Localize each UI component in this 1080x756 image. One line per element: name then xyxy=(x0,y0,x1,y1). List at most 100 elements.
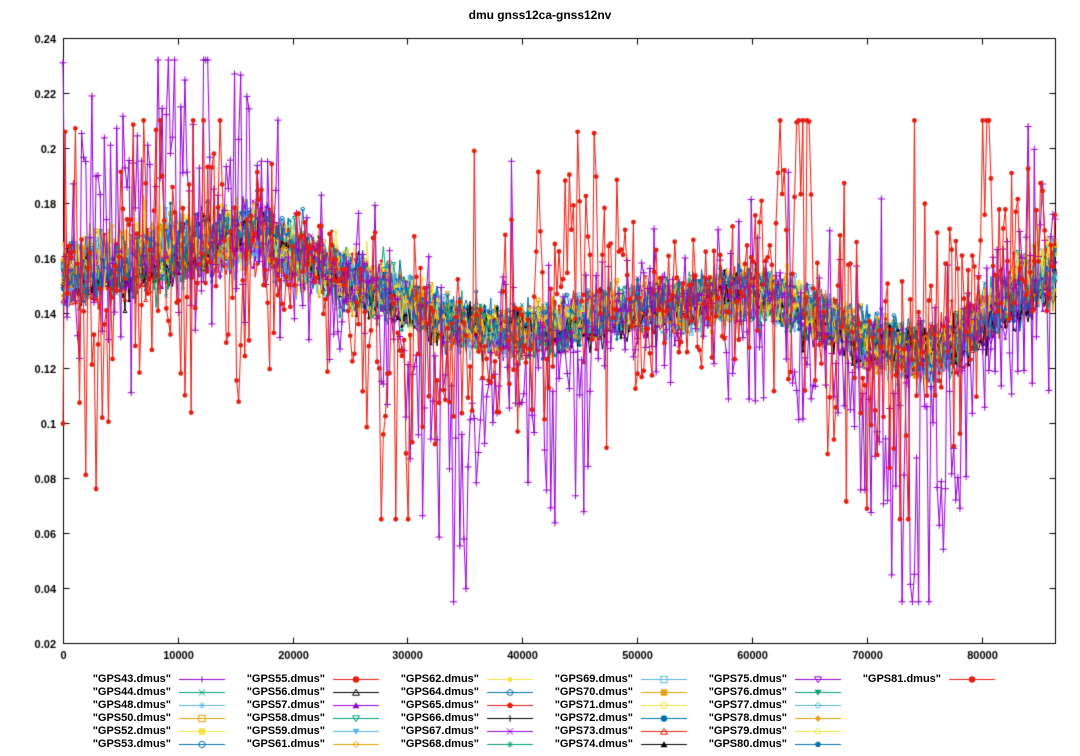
legend-label: "GPS48.dmus" xyxy=(92,698,171,711)
legend-label: "GPS79.dmus" xyxy=(708,724,787,737)
legend-column: "GPS69.dmus" "GPS70.dmus" "GPS71.dmus" "GPS… xyxy=(545,672,689,750)
legend-item-gps57: "GPS57.dmus" xyxy=(237,698,381,711)
legend-item-gps52: "GPS52.dmus" xyxy=(83,724,227,737)
pentagon-filled-marker-icon xyxy=(485,698,535,711)
legend-label: "GPS52.dmus" xyxy=(92,724,171,737)
legend-item-gps53: "GPS53.dmus" xyxy=(83,737,227,750)
circle-filled-marker-icon xyxy=(947,672,997,685)
legend-column: "GPS62.dmus" "GPS64.dmus" "GPS65.dmus" "GPS… xyxy=(391,672,535,750)
legend-item-gps78: "GPS78.dmus" xyxy=(699,711,843,724)
legend-item-gps58: "GPS58.dmus" xyxy=(237,711,381,724)
diamond-open-marker-icon xyxy=(793,698,843,711)
legend-item-gps48: "GPS48.dmus" xyxy=(83,698,227,711)
legend-item-gps73: "GPS73.dmus" xyxy=(545,724,689,737)
chart-title: dmu gnss12ca-gnss12nv xyxy=(468,8,612,22)
legend-label: "GPS57.dmus" xyxy=(246,698,325,711)
legend-item-gps72: "GPS72.dmus" xyxy=(545,711,689,724)
cross-marker-icon xyxy=(177,685,227,698)
legend-item-gps55: "GPS55.dmus" xyxy=(237,672,381,685)
legend-item-gps80: "GPS80.dmus" xyxy=(699,737,843,750)
square-filled-marker-icon xyxy=(639,685,689,698)
circle-filled-marker-icon xyxy=(331,672,381,685)
plus-marker-icon xyxy=(177,672,227,685)
legend-item-gps50: "GPS50.dmus" xyxy=(83,711,227,724)
legend-label: "GPS56.dmus" xyxy=(246,685,325,698)
legend-label: "GPS55.dmus" xyxy=(246,672,325,685)
legend-item-gps66: "GPS66.dmus" xyxy=(391,711,535,724)
legend-column: "GPS55.dmus" "GPS56.dmus" "GPS57.dmus" "GPS… xyxy=(237,672,381,750)
asterisk-marker-icon xyxy=(177,698,227,711)
square-open-marker-icon xyxy=(177,711,227,724)
legend-label: "GPS68.dmus" xyxy=(400,737,479,750)
circle-open-marker-icon xyxy=(177,737,227,750)
invtriangle-open-marker-icon xyxy=(331,711,381,724)
legend-item-gps61: "GPS61.dmus" xyxy=(237,737,381,750)
legend-column: "GPS81.dmus" xyxy=(853,672,997,685)
legend-item-gps43: "GPS43.dmus" xyxy=(83,672,227,685)
triangle-open-marker-icon xyxy=(331,685,381,698)
invtriangle-filled-marker-icon xyxy=(331,724,381,737)
legend-item-gps44: "GPS44.dmus" xyxy=(83,685,227,698)
legend-label: "GPS66.dmus" xyxy=(400,711,479,724)
legend-label: "GPS73.dmus" xyxy=(554,724,633,737)
triangle-open-marker-icon xyxy=(639,724,689,737)
legend-item-gps68: "GPS68.dmus" xyxy=(391,737,535,750)
legend-item-gps77: "GPS77.dmus" xyxy=(699,698,843,711)
asterisk-marker-icon xyxy=(485,737,535,750)
legend-label: "GPS80.dmus" xyxy=(708,737,787,750)
legend-column: "GPS75.dmus" "GPS76.dmus" "GPS77.dmus" "GPS… xyxy=(699,672,843,750)
legend-label: "GPS77.dmus" xyxy=(708,698,787,711)
legend-item-gps59: "GPS59.dmus" xyxy=(237,724,381,737)
diamond-open-marker-icon xyxy=(331,737,381,750)
legend-label: "GPS61.dmus" xyxy=(246,737,325,750)
invtriangle-open-marker-icon xyxy=(793,672,843,685)
legend-label: "GPS78.dmus" xyxy=(708,711,787,724)
legend-label: "GPS71.dmus" xyxy=(554,698,633,711)
legend-label: "GPS64.dmus" xyxy=(400,685,479,698)
legend-label: "GPS76.dmus" xyxy=(708,685,787,698)
legend-item-gps75: "GPS75.dmus" xyxy=(699,672,843,685)
legend-label: "GPS81.dmus" xyxy=(862,672,941,685)
cross-marker-icon xyxy=(485,724,535,737)
legend-label: "GPS69.dmus" xyxy=(554,672,633,685)
invtriangle-filled-marker-icon xyxy=(793,685,843,698)
legend: "GPS43.dmus" "GPS44.dmus" "GPS48.dmus" "GPS… xyxy=(0,672,1080,750)
legend-label: "GPS62.dmus" xyxy=(400,672,479,685)
legend-item-gps74: "GPS74.dmus" xyxy=(545,737,689,750)
legend-column: "GPS43.dmus" "GPS44.dmus" "GPS48.dmus" "GPS… xyxy=(83,672,227,750)
legend-label: "GPS44.dmus" xyxy=(92,685,171,698)
legend-label: "GPS72.dmus" xyxy=(554,711,633,724)
legend-item-gps71: "GPS71.dmus" xyxy=(545,698,689,711)
legend-label: "GPS43.dmus" xyxy=(92,672,171,685)
legend-label: "GPS75.dmus" xyxy=(708,672,787,685)
legend-label: "GPS50.dmus" xyxy=(92,711,171,724)
square-open-marker-icon xyxy=(639,672,689,685)
diamond-filled-marker-icon xyxy=(793,711,843,724)
legend-item-gps62: "GPS62.dmus" xyxy=(391,672,535,685)
legend-item-gps79: "GPS79.dmus" xyxy=(699,724,843,737)
legend-item-gps65: "GPS65.dmus" xyxy=(391,698,535,711)
legend-item-gps70: "GPS70.dmus" xyxy=(545,685,689,698)
legend-label: "GPS65.dmus" xyxy=(400,698,479,711)
triangle-filled-marker-icon xyxy=(331,698,381,711)
pentagon-open-marker-icon xyxy=(793,724,843,737)
pentagon-open-marker-icon xyxy=(485,685,535,698)
legend-label: "GPS53.dmus" xyxy=(92,737,171,750)
circle-open-marker-icon xyxy=(639,698,689,711)
legend-item-gps64: "GPS64.dmus" xyxy=(391,685,535,698)
legend-label: "GPS74.dmus" xyxy=(554,737,633,750)
circle-filled-marker-icon xyxy=(639,711,689,724)
plot-canvas xyxy=(0,26,1080,671)
legend-label: "GPS58.dmus" xyxy=(246,711,325,724)
legend-item-gps67: "GPS67.dmus" xyxy=(391,724,535,737)
legend-label: "GPS67.dmus" xyxy=(400,724,479,737)
legend-item-gps76: "GPS76.dmus" xyxy=(699,685,843,698)
triangle-filled-marker-icon xyxy=(639,737,689,750)
square-filled-marker-icon xyxy=(177,724,227,737)
legend-item-gps56: "GPS56.dmus" xyxy=(237,685,381,698)
pentagon-filled-marker-icon xyxy=(793,737,843,750)
diamond-filled-marker-icon xyxy=(485,672,535,685)
legend-item-gps69: "GPS69.dmus" xyxy=(545,672,689,685)
plus-marker-icon xyxy=(485,711,535,724)
